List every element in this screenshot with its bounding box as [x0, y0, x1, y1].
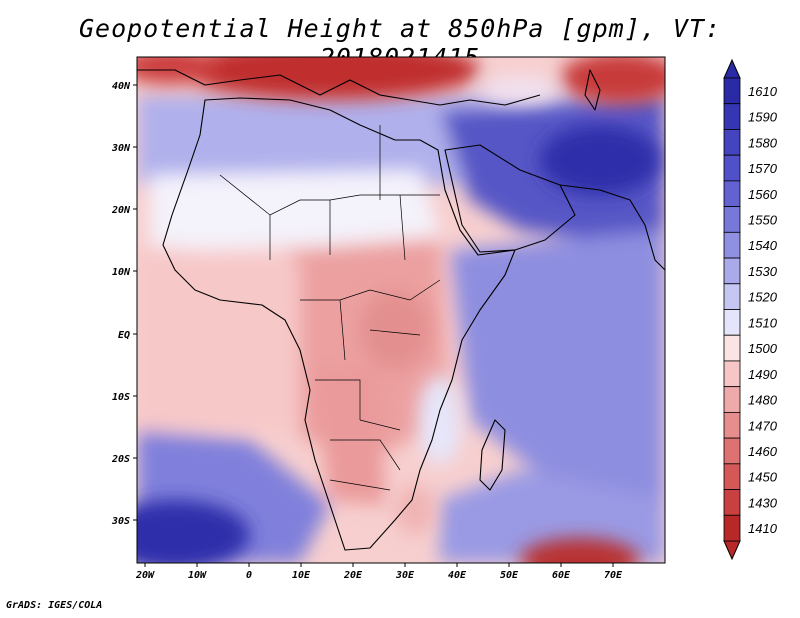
colorbar-label-1550: 1550 — [748, 212, 778, 227]
colorbar-box-1530 — [723, 257, 741, 285]
lat-labels: 40N 30N 20N 10N EQ 10S 20S 30S — [111, 81, 131, 527]
lon-label: 10W — [188, 570, 207, 581]
caspian-coast — [584, 69, 601, 111]
atlantic-high-core — [137, 500, 250, 563]
lon-label: 20E — [343, 570, 363, 581]
colorbar-label-1430: 1430 — [748, 495, 778, 510]
lon-label: 30E — [395, 570, 415, 581]
colorbar-label-1610: 1610 — [748, 84, 778, 99]
colorbar-bottom-arrow — [723, 540, 741, 561]
lon-ticks — [144, 563, 614, 567]
colorbar-box-1540 — [723, 231, 741, 259]
colorbar-label-1570: 1570 — [748, 161, 778, 176]
south-africa-low — [395, 485, 435, 535]
colorbar-label-1530: 1530 — [748, 264, 778, 279]
africa-coast — [162, 97, 516, 551]
atlantic-field — [137, 250, 300, 430]
lon-label: 50E — [500, 570, 519, 581]
colorbar-box-1500 — [723, 334, 741, 362]
colorbar-label-1580: 1580 — [748, 135, 778, 150]
colorbar-label-1460: 1460 — [748, 444, 778, 459]
lat-label: 10N — [112, 267, 131, 278]
colorbar-box-1450 — [723, 463, 741, 490]
height-field — [137, 57, 665, 563]
caspian-low — [560, 57, 665, 104]
colorbar-box-1610 — [723, 77, 741, 105]
colorbar-label-1450: 1450 — [748, 470, 778, 485]
lon-label: 20W — [135, 570, 155, 581]
colorbar-box-1520 — [723, 283, 741, 310]
lat-label: 30S — [111, 516, 130, 527]
lat-label: 20S — [111, 454, 130, 465]
colorbar-label-1490: 1490 — [748, 367, 778, 382]
mozambique-white — [418, 375, 462, 465]
colorbar-label-1470: 1470 — [748, 418, 778, 433]
lat-label: 30N — [111, 143, 131, 154]
lon-label: 0 — [246, 570, 252, 581]
lon-labels: 20W 10W 0 10E 20E 30E 40E 50E 60E 70E — [135, 570, 623, 581]
colorbar-box-1460 — [723, 437, 741, 465]
border-central — [300, 279, 441, 431]
colorbar-box-1570 — [723, 154, 741, 182]
map-frame — [136, 56, 666, 564]
borders — [219, 125, 441, 491]
congo-low-core — [360, 290, 430, 370]
colorbar-labels: 1610 1590 1580 1570 1560 1550 1540 1530 1520 1510… — [748, 84, 778, 536]
border-south — [329, 439, 401, 491]
colorbar: 1610 1590 1580 1570 1560 1550 1540 1530 1520 1510… — [723, 58, 778, 561]
colorbar-boxes — [723, 77, 741, 542]
lat-label: 20N — [111, 205, 131, 216]
colorbar-label-1590: 1590 — [748, 110, 778, 125]
coastlines — [137, 69, 665, 551]
south-asia-coast — [559, 184, 665, 271]
colorbar-label-1480: 1480 — [748, 393, 778, 408]
colorbar-label-1410: 1410 — [748, 521, 778, 536]
colorbar-label-1560: 1560 — [748, 187, 778, 202]
southern-low-core — [520, 538, 640, 563]
colorbar-box-1480 — [723, 386, 741, 413]
angola-low — [310, 365, 385, 505]
europe-coast — [137, 69, 541, 106]
colorbar-label-1500: 1500 — [748, 341, 778, 356]
colorbar-box-1410 — [723, 514, 741, 542]
colorbar-box-1550 — [723, 206, 741, 233]
iran-high-core — [540, 125, 660, 195]
southern-indian-field — [440, 470, 665, 563]
colorbar-box-1510 — [723, 309, 741, 336]
colorbar-label-1510: 1510 — [748, 315, 778, 330]
colorbar-box-1430 — [723, 489, 741, 516]
lat-label: EQ — [118, 330, 130, 341]
colorbar-box-1590 — [723, 103, 741, 130]
colorbar-box-1560 — [723, 180, 741, 208]
grads-credit: GrADS: IGES/COLA — [6, 600, 103, 611]
indian-ocean-high — [450, 230, 665, 535]
colorbar-label-1520: 1520 — [748, 290, 778, 305]
lon-label: 60E — [552, 570, 571, 581]
sahara-zone — [150, 170, 440, 250]
colorbar-top-arrow — [723, 58, 741, 79]
colorbar-box-1490 — [723, 360, 741, 388]
lon-label: 70E — [604, 570, 623, 581]
colorbar-box-1580 — [723, 129, 741, 156]
lat-label: 40N — [112, 81, 131, 92]
arabia-coast — [444, 144, 576, 253]
colorbar-label-1540: 1540 — [748, 238, 778, 253]
madagascar-coast — [479, 419, 506, 491]
lon-label: 10E — [292, 570, 311, 581]
lat-ticks — [133, 84, 137, 521]
colorbar-box-1470 — [723, 411, 741, 439]
border-sahel — [269, 125, 406, 261]
lat-label: 10S — [112, 392, 130, 403]
lon-label: 40E — [448, 570, 467, 581]
anatolia-white — [480, 76, 560, 104]
mediterranean-low — [180, 57, 480, 100]
iberia-low — [137, 57, 220, 84]
